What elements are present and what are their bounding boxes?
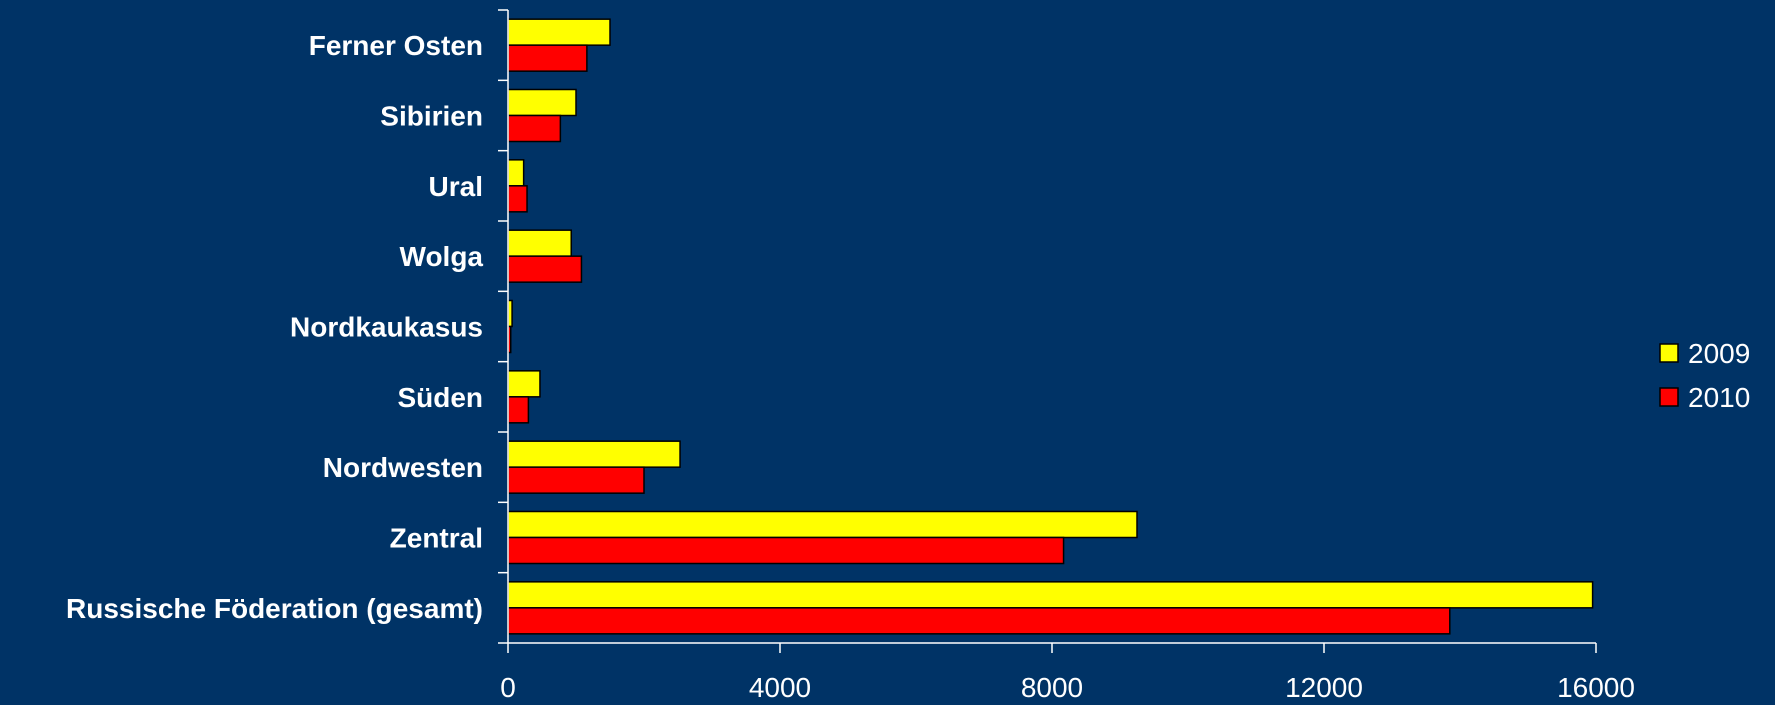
bar-ural-2009 — [507, 159, 525, 187]
category-label-ferner-osten: Ferner Osten — [309, 30, 483, 61]
x-tick-label-4000: 4000 — [749, 672, 811, 703]
x-tick-label-16000: 16000 — [1557, 672, 1635, 703]
legend: 2009 2010 — [1659, 338, 1750, 413]
bar-sibirien-2009 — [507, 88, 577, 117]
bar-wolga-2009 — [507, 229, 572, 257]
bar-zentral-2009 — [507, 510, 1138, 539]
category-label-nordwesten: Nordwesten — [323, 452, 483, 483]
x-tick-label-12000: 12000 — [1285, 672, 1363, 703]
category-label-zentral: Zentral — [390, 523, 483, 554]
legend-swatch-2010 — [1659, 387, 1679, 407]
category-label-russische-f-deration-gesamt: Russische Föderation (gesamt) — [66, 593, 483, 624]
bars-group — [507, 18, 1594, 635]
x-tick-label-0: 0 — [500, 672, 516, 703]
category-label-wolga: Wolga — [400, 241, 484, 272]
bar-russische-f-deration-gesamt-2010 — [507, 607, 1451, 635]
x-tick-labels: 0 4000 8000 12000 16000 — [500, 672, 1635, 703]
bar-s-den-2010 — [507, 396, 530, 424]
category-label-s-den: Süden — [397, 382, 483, 413]
category-label-ural: Ural — [429, 171, 483, 202]
bar-s-den-2009 — [507, 370, 541, 398]
bar-nordwesten-2010 — [507, 466, 645, 494]
axes-group — [498, 9, 1597, 653]
category-label-sibirien: Sibirien — [380, 101, 483, 132]
bar-nordwesten-2009 — [507, 440, 681, 468]
x-tick-label-8000: 8000 — [1021, 672, 1083, 703]
bar-zentral-2010 — [507, 536, 1065, 565]
legend-label-2009: 2009 — [1688, 338, 1750, 369]
legend-label-2010: 2010 — [1688, 382, 1750, 413]
bar-ferner-osten-2010 — [507, 44, 588, 72]
category-labels: Ferner Osten Sibirien Ural Wolga Nordkaukasu… — [66, 30, 483, 624]
bar-sibirien-2010 — [507, 114, 562, 143]
bar-russische-f-deration-gesamt-2009 — [507, 581, 1594, 609]
bar-ferner-osten-2009 — [507, 18, 611, 46]
bar-ural-2010 — [507, 185, 528, 213]
bar-wolga-2010 — [507, 255, 583, 283]
legend-swatch-2009 — [1659, 343, 1679, 363]
category-label-nordkaukasus: Nordkaukasus — [290, 312, 483, 343]
